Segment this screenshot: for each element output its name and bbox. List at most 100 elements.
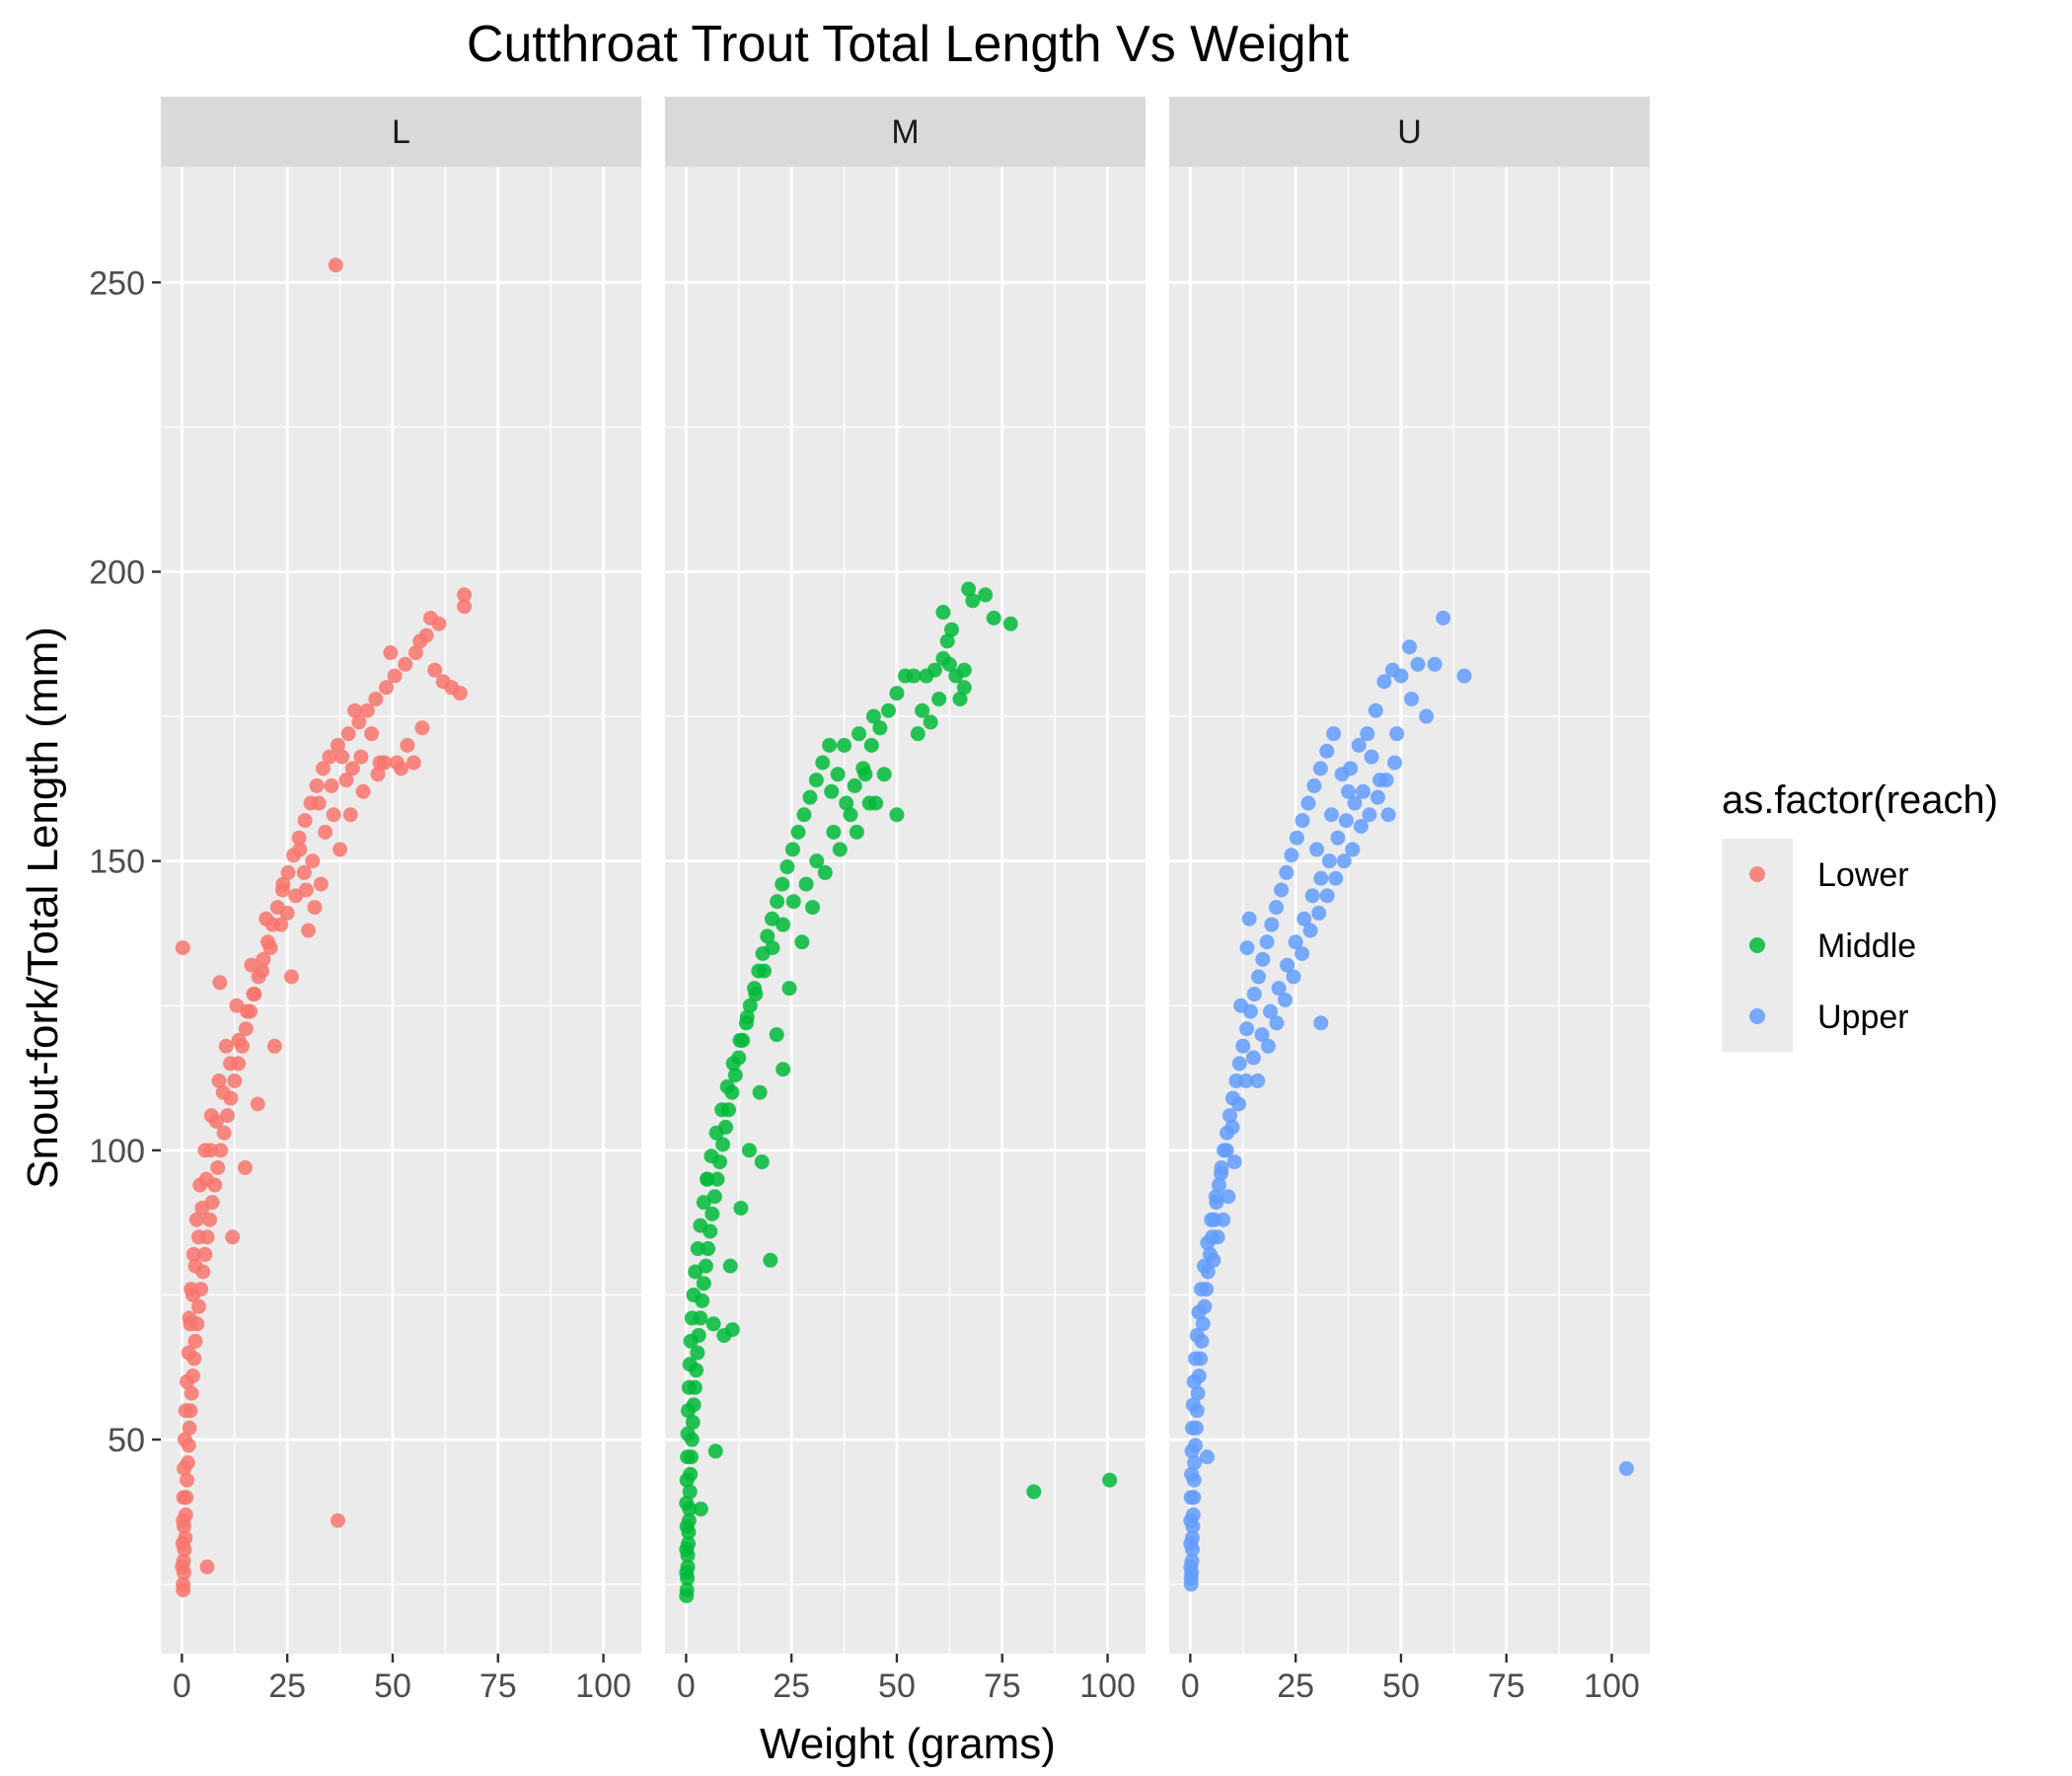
data-point [211,1073,227,1088]
x-tick-label: 0 [1181,1667,1200,1705]
data-point [696,1276,711,1292]
data-point [725,1056,741,1072]
data-point [181,1345,196,1361]
data-point [368,691,384,706]
data-point [1239,1021,1255,1037]
y-tick-label: 200 [89,554,145,591]
data-point [406,755,421,771]
data-point [686,1287,702,1302]
data-point [1277,992,1293,1007]
data-point [435,674,451,690]
data-point [910,726,925,742]
data-point [1184,1420,1200,1436]
data-point [741,1143,757,1158]
data-point [872,720,888,736]
data-point [732,1032,748,1048]
data-point [1250,1073,1266,1088]
data-point [457,587,473,603]
data-point [824,783,840,799]
facet-panels: L 0 25 50 75 100 M 0 25 50 75 100 U 0 25 50 75 100 [161,97,1650,1705]
data-point [682,1357,698,1372]
data-point [279,905,295,921]
data-point [760,928,776,944]
data-point [182,1420,197,1436]
data-point [703,1148,719,1164]
data-point [216,1125,232,1141]
data-point [412,633,428,649]
data-point [250,1096,265,1112]
data-point [919,668,934,684]
data-point [1436,610,1451,626]
data-point [372,755,388,771]
data-point [324,777,339,793]
data-point [681,1379,697,1395]
data-point [952,691,968,706]
data-point [457,599,473,615]
data-point [1306,777,1322,793]
data-point [1387,755,1403,771]
data-point [1210,1229,1225,1245]
data-point [701,1241,716,1257]
y-axis: 50 100 150 200 250 [89,264,161,1459]
data-point [931,691,947,706]
data-point [1319,888,1335,904]
data-point [194,1200,210,1216]
data-point [1280,957,1295,973]
data-point [315,761,331,777]
data-point [422,610,438,626]
data-point [1353,818,1369,834]
data-point [1360,726,1375,742]
facet-strip [161,97,641,167]
data-point [754,1154,770,1170]
data-point [291,830,307,846]
data-point [943,622,959,637]
data-point [696,1195,711,1211]
data-point [700,1171,715,1187]
data-point [305,853,321,869]
data-point [338,773,354,788]
data-point [1286,969,1301,985]
data-point [784,842,800,857]
data-point [219,1108,235,1124]
data-point [849,824,864,840]
data-point [794,934,810,950]
data-point [688,1264,703,1280]
data-point [832,842,848,857]
panel-background [1169,167,1650,1654]
data-point [796,807,812,823]
data-point [965,593,981,609]
data-point [1214,1165,1229,1181]
data-point [187,1333,203,1349]
data-point [1230,1096,1246,1112]
data-point [1295,813,1310,829]
data-point [843,807,858,823]
data-point [724,1322,740,1338]
data-point [400,737,415,753]
chart-title: Cutthroat Trout Total Length Vs Weight [467,16,1350,73]
data-point [714,1102,730,1118]
panel-background [161,167,641,1654]
y-axis-title: Snout-fork/Total Length (mm) [19,627,67,1189]
data-point [213,1143,229,1158]
data-point [880,703,896,718]
data-point [188,1212,204,1227]
data-point [1187,1351,1203,1367]
data-point [266,1038,282,1054]
data-point [1296,911,1312,926]
data-point [1208,1189,1223,1205]
data-point [775,876,790,892]
data-point [210,1159,226,1175]
data-point [1274,882,1290,898]
data-point [383,645,399,661]
data-point [1279,864,1295,880]
facet-panel-u: U 0 25 50 75 100 [1169,97,1650,1705]
facet-strip-label: M [891,113,919,151]
data-point [1404,691,1420,706]
data-point [798,876,814,892]
data-point [1187,1454,1203,1470]
data-point [246,987,261,1002]
data-points-lower [175,258,473,1597]
data-point [328,258,343,273]
